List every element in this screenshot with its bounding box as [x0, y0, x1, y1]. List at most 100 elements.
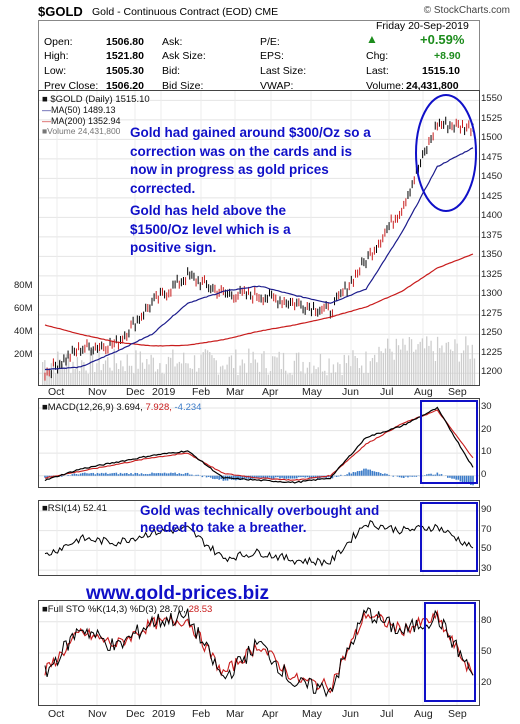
month-label-bottom: Oct	[48, 708, 65, 720]
macd-histogram-bar	[165, 473, 168, 476]
macd-histogram-bar	[88, 473, 90, 476]
volume-bar	[68, 357, 70, 385]
macd-histogram-bar	[71, 474, 74, 476]
macd-histogram-bar	[159, 473, 162, 476]
legend-rsi: ■RSI(14) 52.41	[42, 503, 107, 514]
volume-bar	[243, 363, 246, 385]
macd-tick-label: 30	[481, 401, 492, 413]
macd-histogram-bar	[73, 473, 76, 476]
macd-histogram-bar	[44, 475, 46, 478]
macd-histogram-bar	[115, 472, 118, 476]
legend-sto-d: 28.53	[188, 604, 213, 615]
volume-bar	[128, 365, 131, 385]
volume-bar	[52, 361, 55, 385]
macd-histogram-bar	[451, 475, 453, 479]
volume-bar	[465, 336, 467, 385]
macd-histogram-bar	[447, 475, 449, 478]
volume-bar	[109, 367, 111, 385]
volume-bar	[161, 372, 163, 385]
low-value: 1505.30	[106, 65, 144, 77]
macd-histogram-bar	[111, 473, 113, 476]
macd-histogram-bar	[140, 473, 143, 476]
macd-histogram-bar	[304, 475, 306, 478]
volume-bar	[293, 360, 296, 385]
legend-sto: ■Full STO %K(14,3) %D(3) 28.70, 28.53	[42, 604, 213, 615]
volume-bar	[76, 357, 79, 385]
macd-histogram-bar	[392, 475, 395, 477]
volume-bar	[321, 371, 324, 385]
volume-bar	[55, 373, 57, 385]
volume-bar	[209, 352, 211, 385]
volume-bar	[384, 348, 387, 385]
high-value: 1521.80	[106, 50, 144, 62]
volume-bar	[274, 356, 276, 385]
volume-bar	[467, 345, 469, 385]
volume-bar	[211, 355, 213, 385]
pe-label: P/E:	[260, 36, 280, 48]
volume-bar	[365, 351, 367, 385]
month-label-bottom: Dec	[126, 708, 145, 720]
symbol-title: $GOLD	[38, 4, 83, 19]
macd-histogram-bar	[398, 475, 401, 478]
price-tick-label: 1375	[481, 229, 503, 241]
up-triangle-icon: ▲	[366, 32, 378, 46]
macd-histogram-bar	[285, 475, 288, 479]
volume-bar	[423, 348, 426, 385]
volume-bar	[404, 344, 406, 385]
month-label-bottom: 2019	[152, 708, 176, 720]
macd-histogram-bar	[337, 475, 340, 477]
volume-bar	[352, 350, 354, 385]
volume-bar	[91, 349, 94, 385]
volume-bar	[393, 359, 395, 385]
volume-tick-label: 80M	[14, 280, 33, 291]
volume-bar	[341, 374, 343, 385]
macd-histogram-bar	[375, 471, 378, 476]
website-url[interactable]: www.gold-prices.biz	[86, 583, 269, 604]
volume-bar	[259, 371, 261, 385]
volume-bar	[339, 364, 341, 385]
legend-ma50-text: MA(50) 1489.13	[51, 105, 116, 115]
volume-bar	[70, 373, 72, 385]
macd-histogram-bar	[254, 475, 256, 479]
prevclose-value: 1506.20	[106, 80, 144, 92]
volume-bar	[367, 372, 369, 385]
volume-bar	[152, 357, 154, 385]
macd-histogram-bar	[344, 475, 346, 476]
volume-bar	[235, 349, 237, 385]
volume-bar	[406, 350, 408, 385]
macd-histogram-bar	[461, 475, 464, 483]
volume-bar	[219, 366, 222, 385]
volume-bar	[295, 352, 298, 385]
volume-bar	[191, 368, 194, 385]
macd-signal-line	[44, 409, 474, 481]
volume-bar	[473, 358, 476, 385]
macd-histogram-bar	[333, 475, 336, 477]
macd-histogram-bar	[239, 475, 241, 481]
volume-bar	[61, 364, 63, 385]
month-label-bottom: May	[302, 708, 322, 720]
volume-bar	[98, 349, 100, 385]
volume-bar	[389, 348, 391, 385]
month-label-bottom: Nov	[88, 708, 107, 720]
macd-histogram-bar	[92, 472, 95, 476]
volume-bar	[445, 342, 447, 385]
macd-histogram-bar	[430, 473, 432, 476]
volume-bar	[254, 359, 256, 385]
volume-bar	[232, 368, 235, 385]
macd-histogram-bar	[216, 475, 218, 479]
macd-histogram-bar	[130, 473, 132, 476]
macd-histogram-bar	[147, 474, 149, 476]
month-label-top: Jun	[342, 386, 359, 398]
macd-histogram-bar	[247, 475, 250, 479]
volume-bar	[189, 368, 191, 385]
volume-bar	[139, 351, 141, 385]
volume-label: Volume:	[366, 80, 404, 92]
volume-bar	[215, 360, 217, 385]
volume-bar	[376, 362, 378, 385]
legend-macd-v2: 7.928,	[145, 402, 172, 413]
volume-bar	[282, 352, 285, 385]
legend-macd-v1: 3.694,	[116, 402, 143, 413]
macd-histogram-bar	[472, 475, 474, 486]
volume-bar	[72, 361, 74, 385]
macd-histogram-bar	[172, 473, 174, 476]
